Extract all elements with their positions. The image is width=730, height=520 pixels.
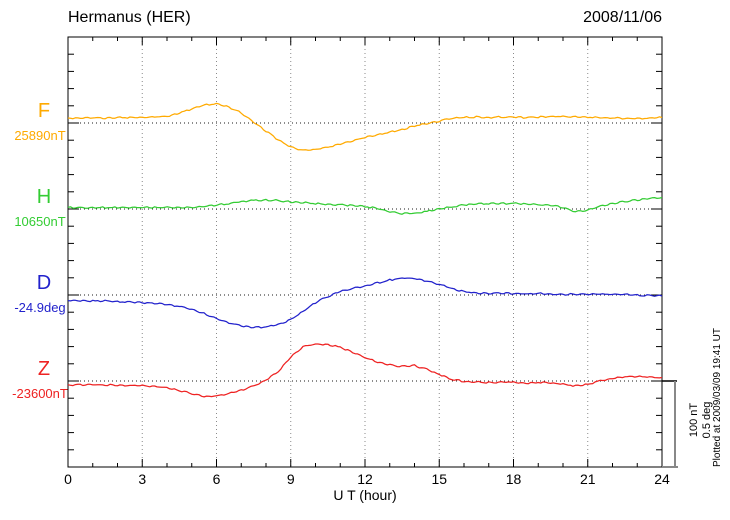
- channel-baseline-H: 10650nT: [14, 214, 66, 229]
- gridlines: [141, 37, 589, 467]
- trace-Z: [67, 343, 663, 398]
- axis-ticks: [68, 37, 662, 467]
- plot-title: Hermanus (HER): [68, 9, 191, 26]
- x-tick-label-15: 15: [431, 471, 448, 487]
- channel-baseline-F: 25890nT: [14, 128, 66, 143]
- baselines: [68, 122, 662, 382]
- channel-letter-D: D: [36, 272, 52, 294]
- x-tick-label-12: 12: [357, 471, 373, 487]
- channel-baseline-D: -24.9deg: [14, 300, 66, 315]
- trace-F: [67, 102, 663, 151]
- plot-date: 2008/11/06: [583, 9, 662, 26]
- x-tick-label-6: 6: [212, 471, 221, 487]
- x-tick-label-3: 3: [138, 471, 147, 487]
- x-tick-label-9: 9: [286, 471, 295, 487]
- trace-H: [67, 196, 663, 215]
- x-tick-label-0: 0: [64, 471, 72, 487]
- scale-bar: [662, 380, 678, 468]
- scale-bar-label-nt: 100 nT: [688, 402, 700, 438]
- x-axis-title: U T (hour): [333, 487, 397, 503]
- x-tick-label-24: 24: [654, 471, 670, 487]
- scale-bar-label: 100 nT 0.5 deg: [688, 398, 714, 442]
- channel-letter-F: F: [37, 100, 51, 122]
- channel-baseline-Z: -23600nT: [12, 386, 68, 401]
- plotted-at-note: Plotted at 2009/03/09 19:41 UT: [712, 328, 723, 467]
- x-tick-label-18: 18: [505, 471, 522, 487]
- channel-letter-H: H: [36, 186, 52, 208]
- channel-letter-Z: Z: [37, 358, 51, 380]
- trace-D: [67, 277, 663, 329]
- x-tick-label-21: 21: [579, 471, 596, 487]
